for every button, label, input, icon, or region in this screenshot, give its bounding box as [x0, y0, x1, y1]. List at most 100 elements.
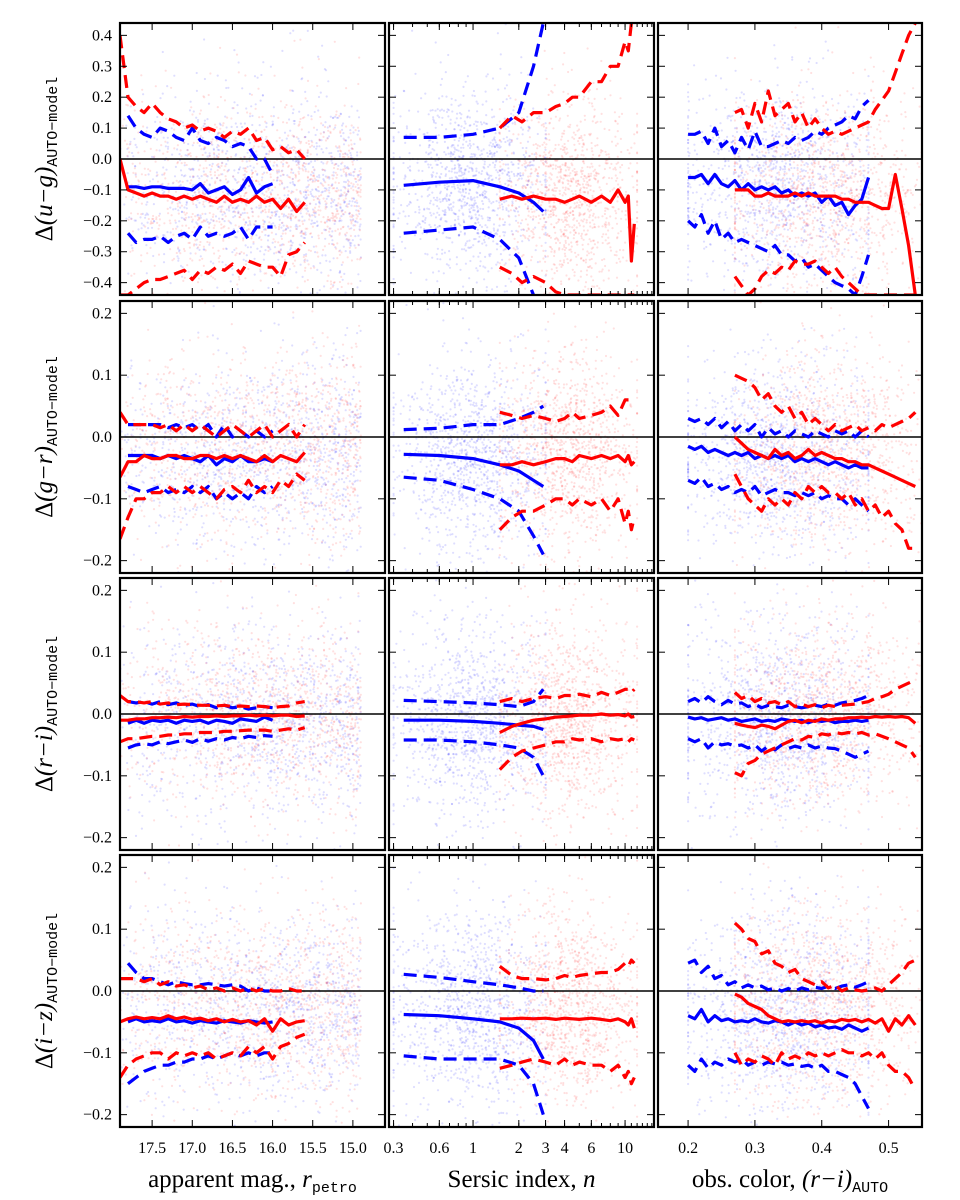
scatter-point-red [544, 171, 547, 174]
scatter-point-blue [448, 208, 451, 212]
scatter-point-red [285, 161, 288, 164]
scatter-point-red [554, 159, 557, 162]
scatter-point-blue [435, 163, 438, 166]
scatter-point-red [524, 160, 527, 163]
scatter-point-red [272, 179, 275, 182]
scatter-point-blue [189, 168, 192, 172]
scatter-point-blue [797, 253, 800, 256]
scatter-point-red [513, 237, 516, 240]
scatter-point-blue [301, 275, 304, 278]
scatter-point-blue [320, 139, 323, 142]
scatter-point-red [222, 239, 225, 242]
scatter-point-red [247, 228, 250, 231]
scatter-point-blue [486, 173, 489, 176]
scatter-point-red [237, 71, 240, 74]
scatter-point-blue [745, 231, 749, 234]
scatter-point-blue [526, 140, 530, 143]
scatter-point-red [571, 210, 575, 213]
scatter-point-blue [801, 211, 804, 214]
scatter-point-red [240, 251, 243, 254]
scatter-point-blue [534, 249, 537, 252]
scatter-point-red [506, 297, 508, 299]
scatter-point-blue [198, 190, 201, 193]
scatter-point-red [196, 281, 200, 284]
scatter-point-red [599, 151, 603, 154]
scatter-point-blue [493, 152, 496, 155]
scatter-point-blue [484, 195, 487, 199]
scatter-point-red [261, 210, 264, 213]
scatter-point-red [334, 215, 337, 218]
scatter-point-blue [356, 174, 359, 177]
scatter-point-blue [495, 285, 499, 288]
scatter-point-blue [739, 96, 742, 99]
scatter-point-blue [475, 167, 478, 170]
scatter-point-blue [544, 225, 547, 229]
scatter-point-blue [350, 242, 353, 245]
scatter-point-red [246, 211, 249, 215]
scatter-point-blue [130, 217, 133, 220]
scatter-point-red [310, 144, 314, 147]
scatter-point-blue [488, 149, 491, 153]
scatter-point-blue [454, 166, 457, 169]
scatter-point-red [175, 227, 178, 230]
scatter-point-blue [414, 211, 417, 214]
scatter-point-red [234, 254, 237, 257]
scatter-point-red [201, 212, 204, 215]
scatter-point-blue [824, 178, 827, 181]
scatter-point-blue [434, 198, 437, 202]
scatter-point-red [180, 235, 184, 239]
scatter-point-red [582, 238, 585, 241]
scatter-point-red [306, 79, 310, 82]
scatter-point-red [568, 105, 571, 108]
scatter-point-red [337, 197, 340, 200]
scatter-point-blue [841, 209, 844, 212]
scatter-point-red [617, 257, 621, 260]
scatter-point-red [547, 188, 550, 191]
scatter-point-red [636, 204, 639, 207]
scatter-point-red [356, 183, 359, 186]
scatter-point-red [563, 191, 566, 194]
scatter-point-red [615, 179, 618, 182]
scatter-point-red [251, 171, 254, 174]
scatter-point-blue [516, 210, 520, 213]
scatter-point-red [125, 143, 129, 146]
scatter-point-red [532, 228, 535, 231]
scatter-point-red [603, 176, 606, 179]
scatter-point-blue [738, 260, 741, 263]
scatter-point-red [558, 192, 561, 195]
scatter-point-blue [817, 207, 820, 210]
scatter-point-blue [463, 233, 466, 236]
scatter-point-red [191, 175, 195, 178]
scatter-point-red [262, 223, 265, 226]
scatter-point-red [590, 247, 593, 250]
scatter-point-red [552, 163, 555, 166]
scatter-point-blue [468, 277, 471, 280]
scatter-point-blue [339, 206, 342, 209]
scatter-point-red [301, 117, 304, 120]
scatter-point-blue [286, 186, 289, 189]
scatter-point-red [203, 194, 206, 197]
scatter-point-blue [392, 171, 395, 174]
scatter-point-red [544, 160, 547, 163]
scatter-point-blue [471, 155, 474, 158]
scatter-point-red [287, 165, 290, 168]
scatter-point-red [610, 177, 613, 180]
scatter-point-blue [748, 212, 751, 215]
scatter-point-red [301, 207, 304, 210]
scatter-point-red [588, 166, 592, 169]
scatter-point-red [527, 228, 530, 231]
scatter-point-red [593, 223, 596, 226]
scatter-point-red [337, 212, 340, 215]
scatter-point-blue [239, 213, 242, 217]
scatter-point-red [344, 187, 347, 190]
scatter-point-blue [488, 174, 491, 177]
scatter-point-red [345, 171, 348, 174]
scatter-point-blue [453, 187, 456, 190]
scatter-point-blue [271, 120, 274, 123]
scatter-point-red [560, 235, 563, 238]
scatter-point-blue [436, 163, 439, 166]
scatter-point-blue [478, 193, 481, 197]
scatter-point-red [273, 211, 276, 214]
scatter-point-red [216, 177, 219, 180]
